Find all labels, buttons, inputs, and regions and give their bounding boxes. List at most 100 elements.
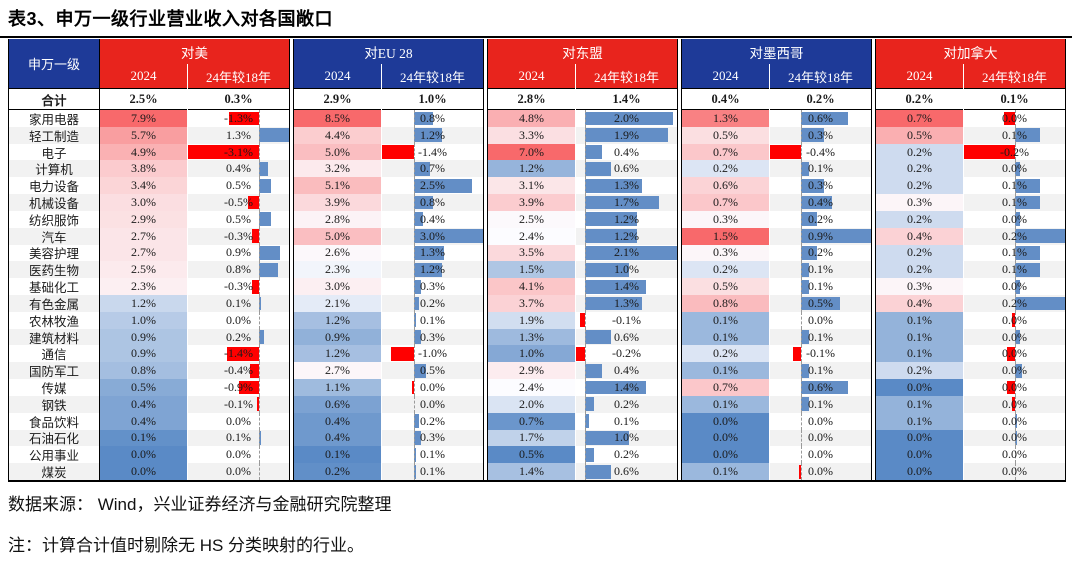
change-cell: -0.2% — [576, 345, 677, 363]
change-value: 0.5% — [808, 295, 834, 310]
bar-axis — [259, 345, 261, 363]
change-value: 0.2% — [420, 295, 446, 310]
bar-axis — [1014, 429, 1016, 447]
negative-bar — [382, 145, 415, 159]
total-2024-cell: 2.9% — [294, 89, 382, 110]
bar-axis — [801, 311, 803, 329]
change-value: -1.3% — [224, 110, 254, 125]
bar-axis — [414, 126, 416, 144]
bar-axis — [584, 446, 586, 464]
positive-bar — [259, 128, 289, 143]
change-value: -0.3% — [224, 279, 254, 294]
country-group: 对墨西哥 2024 24年较18年 0.4% 0.2% 1.3% 0.6% 0.5% 0.3% 0… — [681, 39, 872, 480]
bar-axis — [801, 143, 803, 161]
heat-cell: 0.1% — [876, 345, 964, 363]
change-value: -0.2% — [1000, 144, 1030, 159]
change-cell: 0.2% — [964, 295, 1065, 312]
bar-axis — [259, 210, 261, 228]
change-value: 0.4% — [614, 363, 640, 378]
bar-axis — [259, 446, 261, 464]
positive-bar — [414, 262, 442, 277]
change-value: 1.2% — [614, 211, 640, 226]
change-cell: 0.0% — [964, 463, 1065, 480]
change-cell: 0.8% — [382, 110, 483, 127]
heat-cell: 1.2% — [100, 295, 188, 312]
change-value: 0.1% — [1002, 194, 1028, 209]
change-value: 0.5% — [226, 211, 252, 226]
heat-cell: 1.0% — [488, 345, 576, 363]
change-value: 1.4% — [614, 279, 640, 294]
heat-cell: 1.2% — [294, 345, 382, 363]
heat-cell: 0.2% — [876, 160, 964, 178]
change-value: 0.6% — [614, 161, 640, 176]
change-cell: 0.1% — [770, 278, 871, 295]
change-value: 0.6% — [614, 329, 640, 344]
heat-cell: 2.5% — [100, 261, 188, 279]
negative-bar — [770, 145, 802, 159]
change-cell: 0.4% — [382, 210, 483, 228]
change-value: -0.1% — [612, 312, 642, 327]
change-cell: 1.0% — [576, 261, 677, 279]
positive-bar — [584, 161, 612, 176]
heat-cell: 0.1% — [876, 395, 964, 413]
negative-bar — [1006, 380, 1015, 395]
change-value: -0.9% — [224, 379, 254, 394]
bar-axis — [259, 278, 261, 295]
change-cell: 0.2% — [382, 295, 483, 312]
heat-cell: 3.7% — [488, 295, 576, 312]
change-cell: -0.3% — [188, 227, 289, 245]
change-cell: 0.1% — [964, 126, 1065, 144]
change-value: 0.0% — [1002, 329, 1028, 344]
change-value: 0.1% — [226, 295, 252, 310]
change-value: 0.2% — [420, 413, 446, 428]
heat-cell: 0.2% — [876, 177, 964, 195]
page-title: 表3、申万一级行业营业收入对各国敞口 — [8, 9, 334, 29]
negative-bar — [238, 380, 260, 395]
bar-axis — [801, 110, 803, 127]
bar-axis — [801, 429, 803, 447]
bar-axis — [414, 328, 416, 346]
change-cell: 0.0% — [188, 311, 289, 329]
change-value: 0.1% — [808, 329, 834, 344]
positive-bar — [801, 212, 817, 227]
change-cell: 0.3% — [382, 278, 483, 295]
heat-cell: 0.1% — [876, 311, 964, 329]
change-value: -1.0% — [418, 346, 448, 361]
heat-cell: 1.1% — [294, 379, 382, 396]
change-cell: 0.1% — [188, 429, 289, 447]
heat-cell: 0.7% — [682, 379, 770, 396]
change-value: 2.1% — [614, 245, 640, 260]
heat-cell: 1.0% — [100, 311, 188, 329]
change-cell: 1.4% — [576, 278, 677, 295]
bar-axis — [584, 244, 586, 262]
bar-axis — [584, 328, 586, 346]
heat-cell: 0.1% — [876, 412, 964, 430]
change-value: 0.4% — [226, 161, 252, 176]
change-cell: 0.6% — [576, 160, 677, 178]
heat-cell: 0.0% — [876, 446, 964, 464]
positive-bar — [259, 246, 280, 260]
bar-axis — [584, 395, 586, 413]
bar-axis — [259, 261, 261, 279]
change-cell: -0.1% — [576, 311, 677, 329]
industry-label: 钢铁 — [9, 395, 99, 413]
heat-cell: 0.1% — [682, 328, 770, 346]
bar-axis — [801, 261, 803, 279]
change-cell: -0.1% — [770, 345, 871, 363]
change-cell: 0.5% — [188, 177, 289, 195]
positive-bar — [414, 246, 444, 260]
change-cell: 0.2% — [382, 412, 483, 430]
bar-axis — [1014, 261, 1016, 279]
positive-bar — [414, 178, 472, 193]
change-value: 1.7% — [614, 194, 640, 209]
subheader-2024: 2024 — [876, 64, 964, 89]
change-cell: 0.0% — [964, 160, 1065, 178]
bar-axis — [1014, 345, 1016, 363]
bar-axis — [1014, 177, 1016, 195]
heat-cell: 0.0% — [682, 446, 770, 464]
change-value: 0.0% — [808, 413, 834, 428]
heat-cell: 0.0% — [682, 429, 770, 447]
bar-axis — [414, 446, 416, 464]
change-cell: 0.5% — [382, 362, 483, 380]
heat-cell: 1.7% — [488, 429, 576, 447]
